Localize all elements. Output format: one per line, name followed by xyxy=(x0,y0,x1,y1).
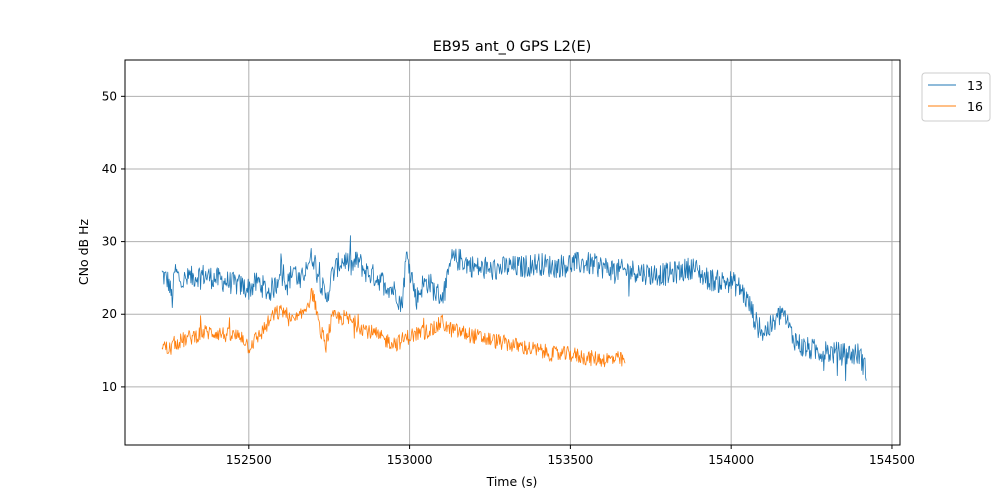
series-layer xyxy=(161,235,867,382)
legend-label-13: 13 xyxy=(967,78,983,93)
y-tick-label: 40 xyxy=(102,162,117,176)
x-tick-label: 152500 xyxy=(226,453,272,467)
y-tick-label: 20 xyxy=(102,307,117,321)
y-tick-label: 30 xyxy=(102,235,117,249)
plot-frame xyxy=(124,59,901,446)
legend-label-16: 16 xyxy=(967,99,983,114)
y-tick-label: 10 xyxy=(102,380,117,394)
series-line-13 xyxy=(161,235,867,382)
x-axis-label: Time (s) xyxy=(486,474,538,489)
y-tick-label: 50 xyxy=(102,89,117,103)
chart-title: EB95 ant_0 GPS L2(E) xyxy=(433,39,592,55)
x-tick-label: 154500 xyxy=(869,453,915,467)
x-tick-label: 153500 xyxy=(547,453,593,467)
grid xyxy=(125,60,900,445)
ticks: 152500 153000 153500 154000 154500 10 20 30 40 50 xyxy=(102,89,915,467)
legend: 13 16 xyxy=(921,72,991,122)
x-tick-label: 153000 xyxy=(387,453,433,467)
y-axis-label: CNo dB Hz xyxy=(76,218,91,285)
series-line-16 xyxy=(161,287,626,368)
x-tick-label: 154000 xyxy=(708,453,754,467)
